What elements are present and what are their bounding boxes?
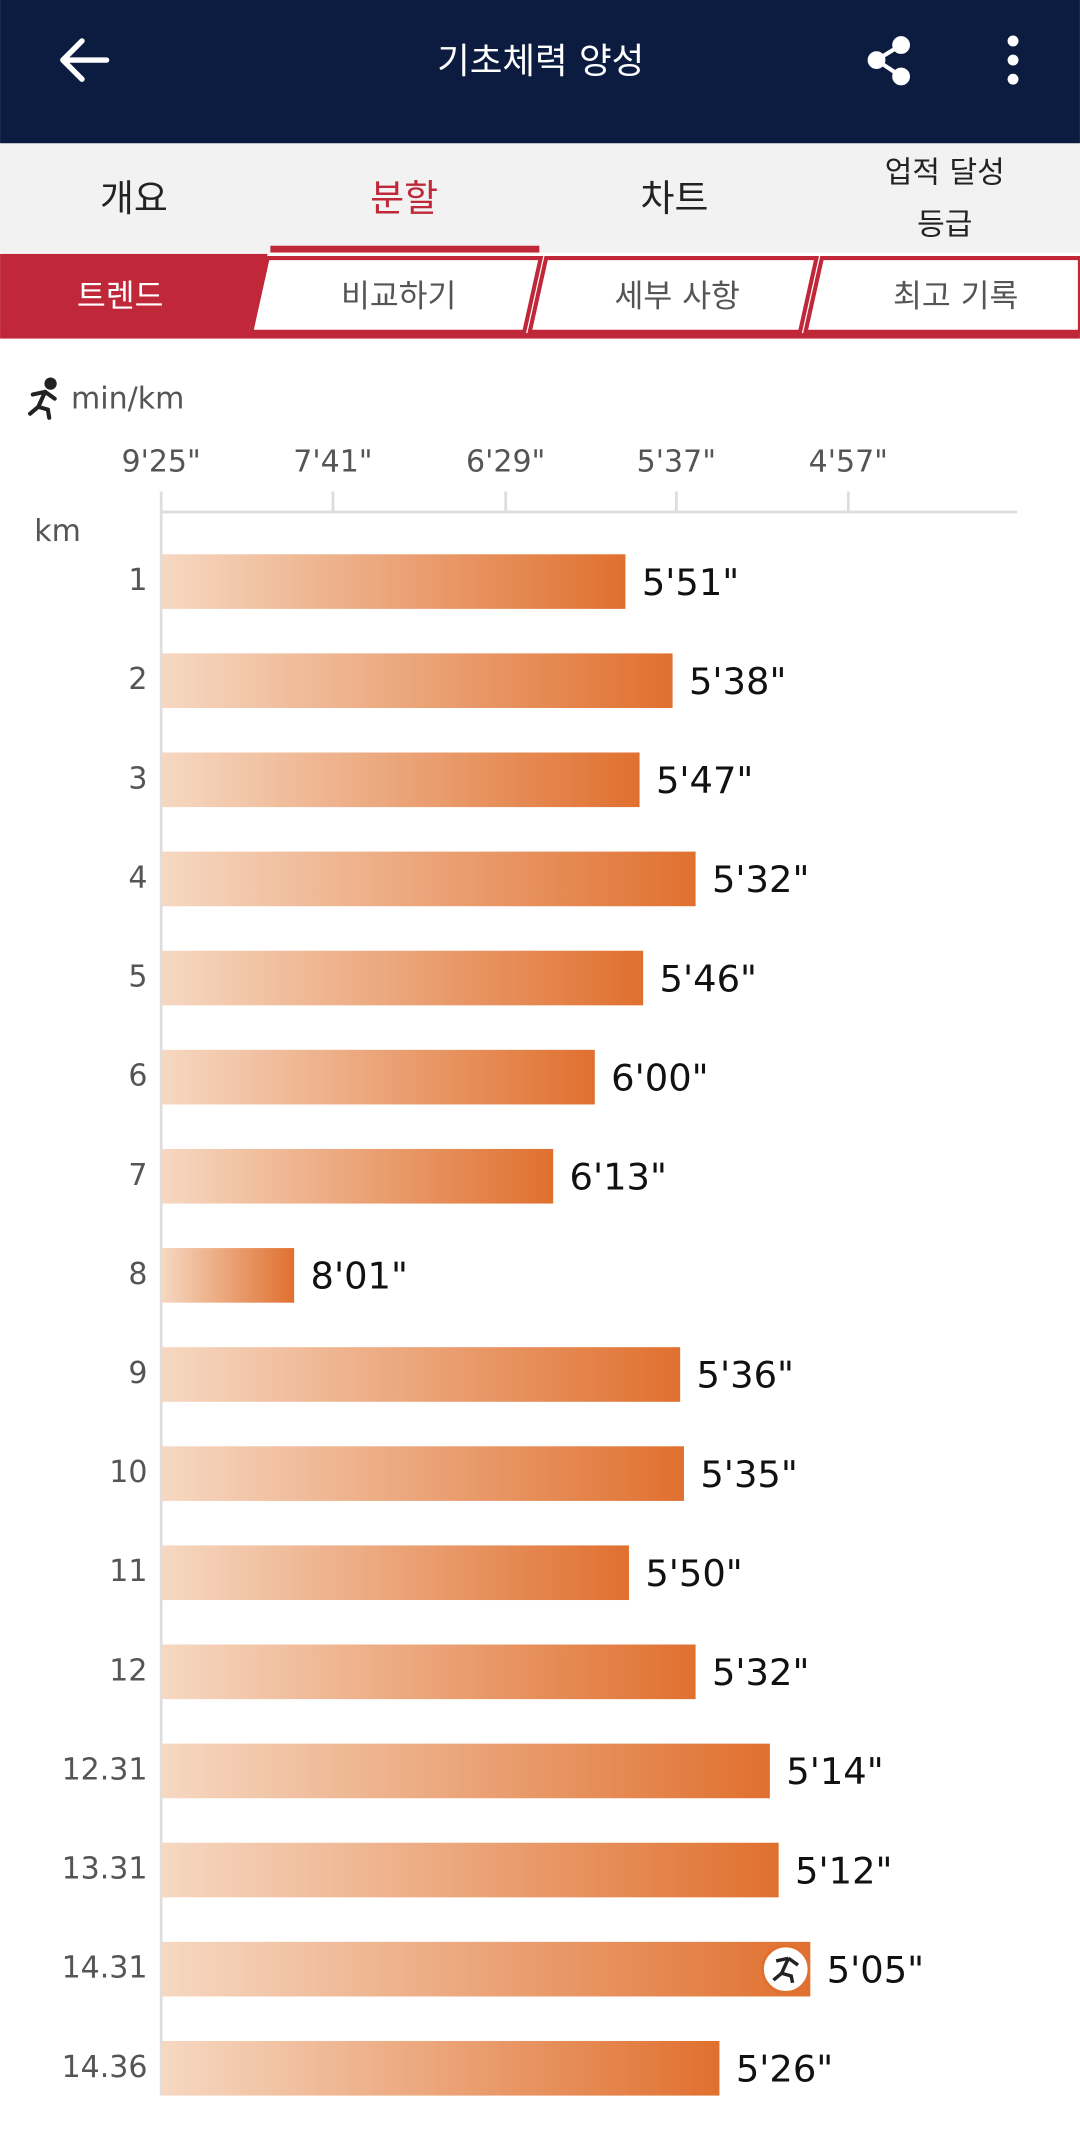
y-tick-label: 7	[128, 1158, 147, 1193]
y-tick-label: 14.31	[62, 1951, 148, 1986]
bar	[161, 950, 644, 1006]
bar	[161, 1842, 779, 1898]
bar	[161, 1347, 681, 1402]
value-label: 5'50"	[645, 1552, 742, 1595]
bar	[161, 554, 626, 609]
bar	[161, 653, 673, 708]
bar	[161, 1545, 629, 1601]
tab[interactable]: 분할	[370, 177, 438, 220]
y-tick-label: 4	[128, 860, 147, 895]
value-label: 6'00"	[611, 1056, 708, 1099]
value-label: 5'38"	[689, 660, 786, 703]
x-tick-label: 6'29"	[466, 444, 545, 479]
y-tick-label: 12.31	[62, 1752, 148, 1787]
tab[interactable]: 업적 달성 등급	[885, 155, 1005, 242]
value-label: 5'32"	[712, 858, 809, 901]
x-tick-label: 4'57"	[809, 444, 888, 479]
bar	[161, 752, 640, 808]
y-tick-label: 11	[109, 1554, 147, 1589]
value-label: 5'47"	[656, 759, 753, 802]
share-button[interactable]	[867, 36, 910, 86]
value-label: 5'35"	[700, 1453, 797, 1496]
value-label: 8'01"	[311, 1255, 408, 1298]
bar	[161, 1049, 595, 1105]
bar	[161, 851, 696, 907]
bar	[161, 1743, 770, 1799]
value-label: 5'32"	[712, 1651, 809, 1694]
best-marker-icon	[772, 1956, 800, 1984]
tab-bar	[0, 143, 1080, 253]
y-tick-label: 1	[128, 563, 147, 598]
subtab[interactable]: 최고 기록	[893, 279, 1018, 315]
tab-indicator	[270, 245, 540, 254]
runner-icon	[28, 377, 57, 420]
y-tick-label: 9	[128, 1356, 147, 1391]
subtab[interactable]: 비교하기	[341, 279, 456, 315]
bar	[161, 1248, 295, 1303]
subtab[interactable]: 트렌드	[77, 279, 164, 315]
bar	[161, 1644, 696, 1700]
y-tick-label: 12	[109, 1653, 147, 1688]
value-label: 5'14"	[786, 1750, 883, 1793]
y-tick-label: 5	[128, 960, 147, 995]
bar	[161, 2040, 720, 2096]
x-axis-label: min/km	[71, 382, 184, 417]
best-marker	[761, 1944, 811, 1994]
more-button[interactable]	[1007, 35, 1019, 85]
bar	[161, 1148, 554, 1204]
y-axis-label: km	[34, 514, 81, 549]
y-tick-label: 2	[128, 662, 147, 697]
value-label: 5'51"	[642, 561, 739, 604]
tab[interactable]: 개요	[100, 177, 168, 220]
bar	[161, 1941, 811, 1997]
x-tick-label: 7'41"	[293, 444, 372, 479]
value-label: 5'12"	[795, 1849, 892, 1892]
x-tick-label: 9'25"	[121, 444, 200, 479]
y-tick-label: 10	[109, 1455, 147, 1490]
value-label: 5'46"	[660, 957, 757, 1000]
back-button[interactable]	[60, 38, 110, 82]
x-tick-label: 5'37"	[637, 444, 716, 479]
value-label: 5'26"	[736, 2048, 833, 2091]
value-label: 5'36"	[697, 1354, 794, 1397]
y-tick-label: 13.31	[62, 1852, 148, 1887]
value-label: 6'13"	[570, 1155, 667, 1198]
y-tick-label: 14.36	[62, 2050, 148, 2085]
subtab-bar	[0, 252, 1080, 339]
y-tick-label: 6	[128, 1059, 147, 1094]
y-tick-label: 3	[128, 761, 147, 796]
y-tick-label: 8	[128, 1257, 147, 1292]
value-label: 5'05"	[827, 1948, 924, 1991]
bar	[161, 1446, 684, 1501]
subtab[interactable]: 세부 사항	[614, 279, 739, 315]
screen-title: 기초체력 양성	[437, 41, 644, 82]
tab[interactable]: 차트	[641, 177, 709, 220]
